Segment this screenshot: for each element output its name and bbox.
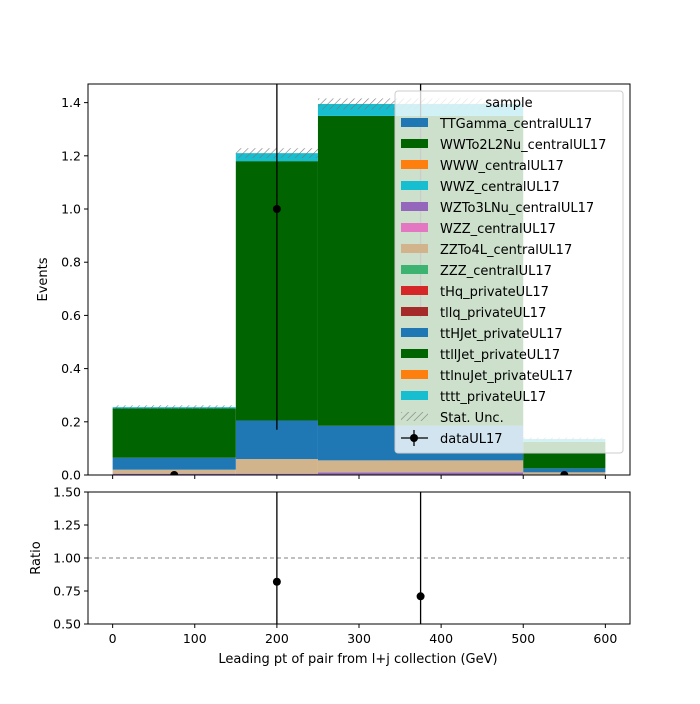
data-point-1 [272,205,281,214]
legend-swatch-1 [401,139,428,148]
ratio-xtick-label-5: 500 [511,631,535,646]
legend-box [394,90,624,454]
ratio-ytick-label-4: 1.50 [53,485,81,500]
ratio-axes-frame [87,491,631,625]
ratio-xtick-label-2: 200 [265,631,289,646]
ratio-xtick-label-6: 600 [593,631,617,646]
bar-WZTo3LNu_centralUL17-bin2 [317,472,524,475]
ratio-ytick-label-3: 1.25 [53,518,81,533]
legend-label-8: tHq_privateUL17 [440,285,549,300]
legend-label-12: ttlnuJet_privateUL17 [440,369,573,384]
legend-swatch-12 [401,370,428,379]
ratio-xtick-label-3: 300 [347,631,371,646]
legend-swatch-3 [401,181,428,190]
legend-swatch-0 [401,118,428,127]
bar-ttHJet_privateUL17-bin3 [523,468,606,473]
legend-swatch-unc [401,412,428,421]
legend-swatch-7 [401,265,428,274]
legend-label-5: WZZ_centralUL17 [440,222,556,237]
legend-swatch-4 [401,202,428,211]
legend-data-marker [410,434,418,442]
legend-label-10: ttHJet_privateUL17 [440,327,563,342]
bar-WZTo3LNu_centralUL17-bin1 [235,473,318,475]
stat-unc-bin0 [112,405,236,410]
ratio-ytick-label-0: 0.50 [53,617,81,632]
ratio-plot: 0.50 0.75 1.00 1.25 1.50 0 100 200 300 400 500 600 R… [29,485,631,667]
ratio-ytick-label-1: 0.75 [53,584,81,599]
bar-ttHJet_privateUL17-bin0 [112,457,236,470]
bar-ZZTo4L_centralUL17-bin2 [317,460,524,473]
ratio-ylabel: Ratio [29,541,44,574]
ratio-xtick-label-0: 0 [109,631,117,646]
legend-label-data: dataUL17 [440,432,503,447]
ratio-ytick-label-2: 1.00 [53,551,81,566]
legend-label-3: WWZ_centralUL17 [440,180,560,195]
main-ytick-label-5: 1.0 [61,202,81,217]
main-ytick-label-6: 1.2 [61,148,81,163]
legend-swatch-13 [401,391,428,400]
main-ytick-label-3: 0.6 [61,308,81,323]
legend-title: sample [485,96,532,111]
legend-swatch-8 [401,286,428,295]
legend-swatch-2 [401,160,428,169]
legend-swatch-10 [401,328,428,337]
main-ytick-label-4: 0.8 [61,255,81,270]
bar-ZZTo4L_centralUL17-bin1 [235,459,318,474]
ratio-content [88,492,630,624]
ratio-point-0 [272,577,281,586]
main-ytick-label-0: 0.0 [61,468,81,483]
main-ytick-label-1: 0.2 [61,414,81,429]
legend-label-7: ZZZ_centralUL17 [440,264,552,279]
legend-label-0: TTGamma_centralUL17 [439,117,592,132]
legend-swatch-5 [401,223,428,232]
main-ylabel: Events [36,257,51,301]
legend-swatch-9 [401,307,428,316]
legend-label-9: tllq_privateUL17 [440,306,546,321]
legend-label-13: tttt_privateUL17 [440,390,546,405]
legend-label-11: ttllJet_privateUL17 [440,348,560,363]
legend-label-1: WWTo2L2Nu_centralUL17 [440,138,606,153]
legend-swatch-11 [401,349,428,358]
legend-swatch-6 [401,244,428,253]
ratio-point-1 [416,592,425,601]
legend-label-6: ZZTo4L_centralUL17 [440,243,572,258]
legend-label-4: WZTo3LNu_centralUL17 [440,201,594,216]
data-point-3 [560,471,569,475]
main-ytick-label-2: 0.4 [61,361,81,376]
ratio-xtick-label-4: 400 [429,631,453,646]
bar-ttllJet_privateUL17-bin0 [112,408,236,458]
legend-label-2: WWW_centralUL17 [440,159,564,174]
legend: sample TTGamma_centralUL17 WWTo2L2Nu_centr… [394,90,624,454]
ratio-xtick-label-1: 100 [183,631,207,646]
main-ytick-label-7: 1.4 [61,95,81,110]
data-point-0 [170,471,179,475]
ratio-xlabel: Leading pt of pair from l+j collection (… [218,652,497,667]
legend-label-unc: Stat. Unc. [440,411,504,426]
